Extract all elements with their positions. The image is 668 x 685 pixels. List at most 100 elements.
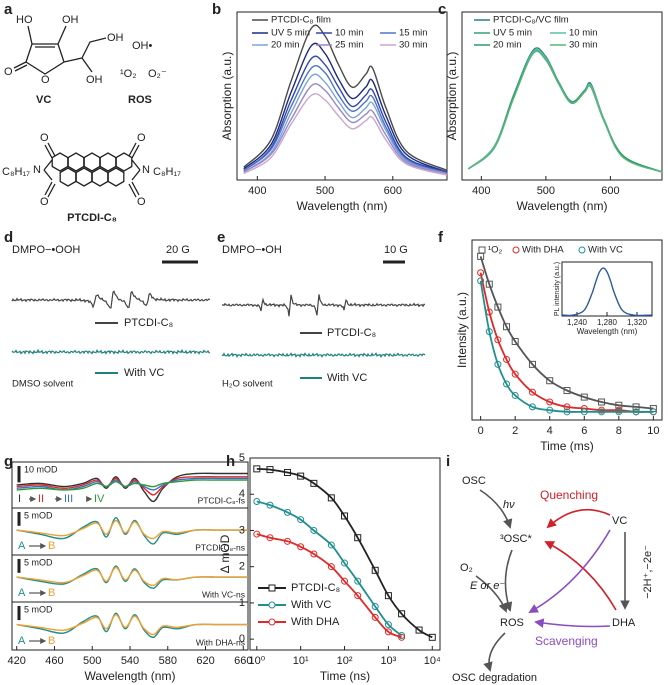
plot-frame [461, 11, 663, 181]
marker [371, 613, 379, 621]
legend-label: UV 5 min [271, 28, 310, 39]
structure-name: PTCDI-C₈ [67, 212, 117, 224]
plot-frame [471, 239, 663, 421]
marker [563, 387, 571, 395]
legend-label: IV [94, 493, 105, 505]
atom: O [4, 66, 13, 78]
marker [503, 380, 511, 388]
alkyl-chain: C₈H₁₇ [153, 166, 181, 178]
marker [494, 303, 502, 311]
legend-label: 20 min [493, 40, 522, 51]
line [16, 479, 248, 491]
y-tick-label: 0 [239, 633, 245, 645]
marker [283, 537, 291, 545]
marker [528, 360, 536, 368]
marker [310, 550, 318, 558]
marker [354, 577, 362, 585]
line [16, 475, 248, 496]
legend-label: II [38, 493, 44, 505]
legend-label: A [18, 540, 26, 552]
marker [649, 408, 657, 416]
fit-line [256, 533, 402, 639]
ros-species: OH• ¹O₂ O₂⁻ ROS [120, 40, 167, 106]
epr-trace [221, 352, 426, 359]
x-tick-label: 10⁴ [424, 655, 441, 667]
subtitle: PTCDI-C₈-ns [195, 542, 245, 552]
node: VC [612, 515, 627, 527]
scale-label: 10 G [384, 244, 408, 256]
subtitle: PTCDI-C₈-fs [198, 495, 245, 505]
legend-label: UV 5 min [493, 28, 532, 39]
ring [51, 152, 69, 172]
legend-label: 30 min [399, 40, 428, 51]
marker [371, 603, 379, 611]
solvent-label: H₂O solvent [222, 379, 273, 390]
panel-label: a [4, 1, 13, 18]
legend-label: ¹O₂ [488, 245, 503, 256]
legend-label: I [18, 493, 21, 505]
x-tick-label: 10³ [380, 655, 396, 667]
legend-label: 10 min [569, 28, 598, 39]
marker [580, 408, 588, 416]
structure-name: VC [36, 94, 51, 106]
marker [266, 534, 274, 542]
scale-label: 10 mOD [24, 464, 58, 474]
atom: OH [86, 74, 103, 86]
marker [310, 479, 318, 487]
ring [115, 152, 133, 172]
x-tick-label: 500 [537, 185, 555, 197]
marker [327, 541, 335, 549]
x-tick-label: 1,280 [597, 318, 618, 327]
atom: N [142, 164, 150, 176]
marker [512, 246, 520, 254]
solvent-label: DMSO solvent [12, 379, 74, 390]
legend-label: A [18, 587, 26, 599]
marker [310, 526, 318, 534]
epr-panel: DMPO−•OOH 20 G PTCDI-C₈ With VC DMSO sol… [11, 244, 211, 390]
edge-label: Quenching [540, 488, 598, 502]
alkyl-chain: C₈H₁₇ [2, 166, 30, 178]
marker [632, 408, 640, 416]
panel-label: i [446, 453, 450, 470]
x-axis-label: Time (ms) [540, 439, 594, 453]
line [243, 55, 448, 173]
legend-label: III [64, 493, 73, 505]
legend-label: 25 min [335, 40, 364, 51]
marker [297, 543, 305, 551]
marker [341, 512, 349, 520]
edge-label: −2H⁺,−2e⁻ [642, 545, 654, 599]
arrow [534, 618, 611, 628]
node: ³OSC* [500, 533, 533, 545]
legend-label: With VC [291, 599, 331, 611]
marker [253, 465, 261, 473]
y-axis-label: PL intensity (a.u.) [554, 262, 561, 316]
marker [268, 601, 276, 609]
epr-title: DMPO−•OOH [12, 244, 80, 256]
arrow [528, 529, 611, 613]
x-axis-label: Wavelength (nm) [297, 199, 388, 213]
legend-label: With VC [124, 367, 164, 379]
marker [327, 563, 335, 571]
line [16, 477, 248, 491]
x-axis-label: Wavelength (nm) [577, 327, 638, 336]
atom: O [40, 132, 49, 144]
atom: HO [16, 14, 33, 26]
marker [371, 566, 379, 574]
marker [253, 530, 261, 538]
ring [107, 167, 125, 187]
x-axis-label: Wavelength (nm) [517, 199, 608, 213]
marker [266, 466, 274, 474]
node: OSC degradation [452, 672, 537, 684]
node: DHA [612, 617, 636, 629]
line [468, 50, 663, 173]
line [561, 267, 653, 317]
marker [384, 628, 392, 636]
marker [415, 626, 423, 634]
marker [503, 323, 511, 331]
panel-label: e [217, 229, 225, 246]
marker [511, 391, 519, 399]
marker [528, 388, 536, 396]
node: ROS [500, 617, 524, 629]
